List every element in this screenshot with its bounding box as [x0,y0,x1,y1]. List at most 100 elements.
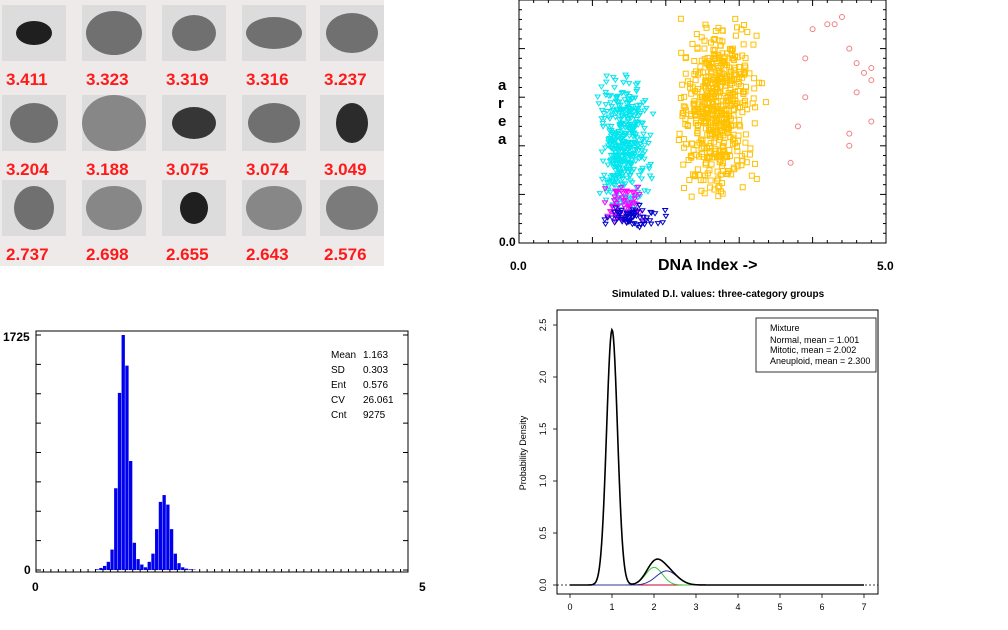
nucleus-image [336,103,368,143]
scatter-point [613,173,620,179]
histogram-bar [158,501,163,570]
scatter-point [853,89,860,96]
scatter-y-label-char-3: e [498,113,506,130]
scatter-point [598,116,606,122]
scatter-point [704,131,711,138]
scatter-point [714,89,721,96]
scatter-point [611,153,619,159]
scatter-point [686,177,693,184]
nucleus-image [82,95,146,151]
scatter-point [607,123,615,130]
scatter-point [615,102,623,109]
nucleus-image [326,186,378,230]
scatter-point [742,131,749,138]
scatter-point [689,84,696,91]
scatter-point [618,90,626,97]
scatter-point [599,158,607,165]
scatter-point [732,64,739,71]
histogram-bar [143,567,148,570]
scatter-point [700,69,707,76]
histogram-stat-label: Ent [331,380,346,391]
scatter-point [719,27,726,34]
density-y-axis-label: Probability Density [518,415,528,490]
scatter-point [641,142,649,149]
nucleus-cell: 2.737 [2,180,66,264]
scatter-point [724,126,731,133]
scatter-point [709,98,716,105]
density-legend-box [755,317,877,373]
scatter-point [630,150,637,157]
nucleus-cell: 3.074 [242,95,306,179]
density-y-tick-label: 2.0 [538,371,548,384]
scatter-point [598,176,606,183]
scatter-point [688,112,695,119]
scatter-point [594,94,602,100]
density-y-tick-label: 0.0 [538,579,548,592]
scatter-point [611,194,619,201]
scatter-point [730,141,737,148]
scatter-point [714,76,721,83]
scatter-point [629,190,637,197]
scatter-point [646,218,654,224]
scatter-point [726,146,733,153]
scatter-point [702,59,709,66]
scatter-point [637,168,644,175]
density-x-tick-label: 2 [651,602,656,612]
scatter-point [712,150,719,157]
histogram-y-tick-0: 0 [24,563,31,577]
scatter-point [846,45,853,52]
nucleus-image [14,186,54,230]
histogram-stat-value: 0.303 [363,365,388,376]
scatter-point [732,15,739,22]
density-x-tick-label: 7 [861,602,866,612]
scatter-point [622,72,629,79]
scatter-point [602,89,610,96]
scatter-point [607,100,615,106]
histogram-bar [121,335,125,570]
scatter-point [621,215,629,221]
scatter-point [868,118,875,125]
scatter-point [618,113,625,119]
scatter-point [712,28,719,35]
scatter-point [675,137,682,144]
scatter-point [681,93,688,100]
scatter-point [713,98,720,105]
scatter-point [649,111,657,118]
scatter-point [633,209,641,215]
histogram-bar [117,392,122,570]
nucleus-cell: 3.188 [82,95,146,179]
scatter-point [600,172,608,179]
scatter-point [624,169,632,176]
histogram-stat-label: Cnt [331,410,347,421]
histogram-bar [99,567,103,570]
scatter-point [694,129,701,136]
scatter-point [618,159,626,165]
nucleus-image [246,17,302,49]
scatter-point [604,123,612,130]
nucleus-image [248,103,300,143]
scatter-point [739,74,746,81]
scatter-point [605,139,612,146]
histogram-bar [132,542,137,570]
scatter-point [711,35,718,42]
scatter-point [611,158,618,164]
scatter-point [612,164,620,170]
scatter-point [620,148,628,155]
scatter-point [706,150,713,157]
scatter-point [639,120,647,127]
nucleus-di-value: 3.319 [166,70,209,89]
scatter-point [607,145,614,151]
scatter-point [740,91,747,98]
scatter-point [742,64,749,71]
scatter-point [722,152,729,159]
scatter-point [626,123,634,129]
scatter-point [618,107,626,113]
scatter-point [802,55,809,62]
scatter-point [701,45,708,52]
scatter-point [708,124,715,131]
scatter-point [709,125,716,132]
scatter-point [679,109,686,116]
scatter-point [632,153,640,160]
scatter-point [609,164,617,170]
scatter-point [639,152,647,158]
